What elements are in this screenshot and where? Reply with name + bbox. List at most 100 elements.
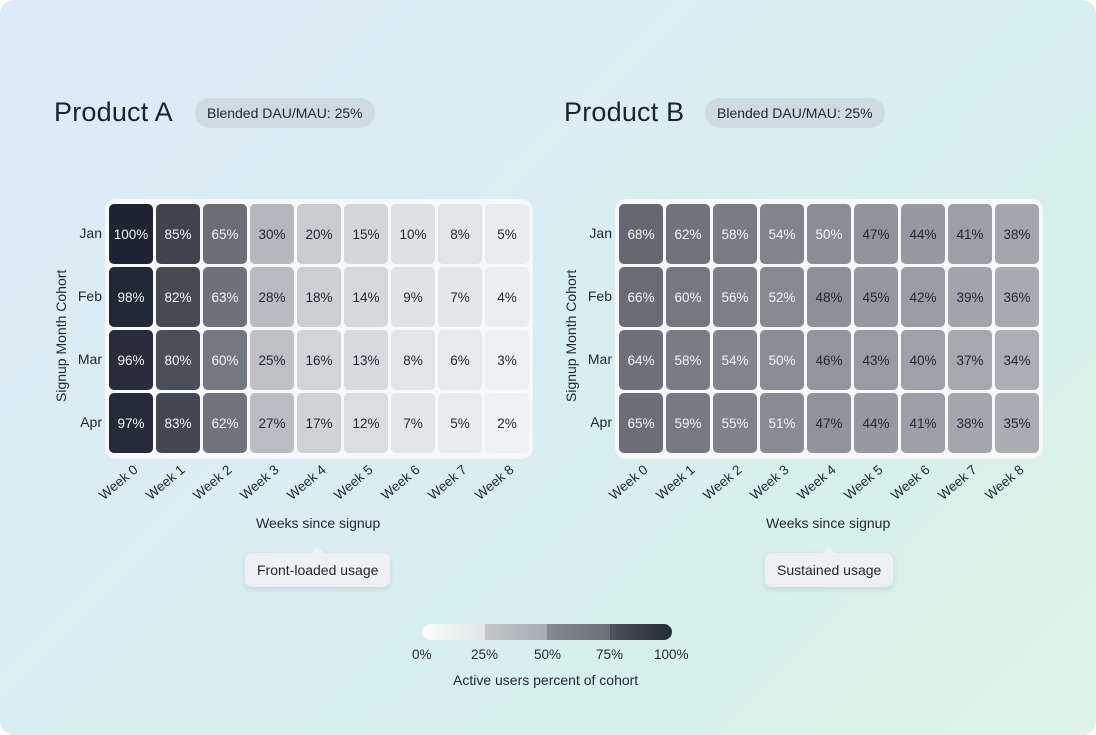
legend-tick-50: 50%	[534, 647, 562, 662]
x-tick-week-5: Week 5	[331, 462, 376, 503]
y-axis-label: Signup Month Cohort	[53, 269, 69, 402]
heatmap-cell: 9%	[391, 267, 435, 327]
heatmap-cell: 38%	[995, 204, 1039, 264]
x-tick-week-7: Week 7	[935, 462, 980, 503]
heatmap-cell: 50%	[760, 330, 804, 390]
heatmap-cell: 41%	[901, 393, 945, 453]
row-label-feb: Feb	[77, 288, 102, 304]
heatmap-cell: 54%	[760, 204, 804, 264]
heatmap-cell: 28%	[250, 267, 294, 327]
heatmap-cell: 48%	[807, 267, 851, 327]
heatmap-cell: 34%	[995, 330, 1039, 390]
x-tick-week-2: Week 2	[700, 462, 745, 503]
heatmap-cell: 15%	[344, 204, 388, 264]
heatmap-cell: 13%	[344, 330, 388, 390]
heatmap-cell: 35%	[995, 393, 1039, 453]
x-axis-label: Weeks since signup	[766, 515, 891, 531]
y-axis-label: Signup Month Cohort	[563, 269, 579, 402]
heatmap-cell: 55%	[713, 393, 757, 453]
heatmap-cell: 5%	[485, 204, 529, 264]
heatmap-cell: 17%	[297, 393, 341, 453]
heatmap-grid: 100% 85% 65% 30% 20% 15% 10% 8% 5% 98% 82% 63% 28% 18…	[106, 200, 532, 458]
x-tick-week-4: Week 4	[284, 462, 329, 503]
heatmap-cell: 8%	[391, 330, 435, 390]
heatmap-cell: 42%	[901, 267, 945, 327]
legend-tick-25: 25%	[471, 647, 499, 662]
x-tick-week-8: Week 8	[982, 462, 1027, 503]
row-label-mar: Mar	[587, 351, 612, 367]
x-axis-label: Weeks since signup	[256, 515, 381, 531]
heatmap-cell: 97%	[109, 393, 153, 453]
heatmap-cell: 14%	[344, 267, 388, 327]
heatmap-cell: 45%	[854, 267, 898, 327]
heatmap-cell: 47%	[807, 393, 851, 453]
heatmap-grid: 68% 62% 58% 54% 50% 47% 44% 41% 38% 66% 60% 56% 52% 4…	[616, 200, 1042, 458]
heatmap-cell: 8%	[438, 204, 482, 264]
heatmap-cell: 30%	[250, 204, 294, 264]
x-tick-week-1: Week 1	[653, 462, 698, 503]
annotation-callout: Sustained usage	[765, 547, 894, 587]
heatmap-cell: 58%	[713, 204, 757, 264]
heatmap-cell: 41%	[948, 204, 992, 264]
heatmap-cell: 36%	[995, 267, 1039, 327]
heatmap-cell: 66%	[619, 267, 663, 327]
x-tick-week-4: Week 4	[794, 462, 839, 503]
x-tick-week-0: Week 0	[606, 462, 651, 503]
x-tick-week-5: Week 5	[841, 462, 886, 503]
product-a-panel: Product A Blended DAU/MAU: 25% 100% 85% 65% 3…	[0, 0, 540, 600]
heatmap-cell: 63%	[203, 267, 247, 327]
heatmap-cell: 3%	[485, 330, 529, 390]
heatmap-cell: 65%	[619, 393, 663, 453]
heatmap-cell: 47%	[854, 204, 898, 264]
x-tick-week-2: Week 2	[190, 462, 235, 503]
row-label-mar: Mar	[77, 351, 102, 367]
heatmap-cell: 4%	[485, 267, 529, 327]
annotation-callout: Front-loaded usage	[245, 547, 391, 587]
heatmap-cell: 82%	[156, 267, 200, 327]
heatmap-cell: 80%	[156, 330, 200, 390]
heatmap-cell: 2%	[485, 393, 529, 453]
heatmap-cell: 7%	[438, 267, 482, 327]
heatmap-cell: 25%	[250, 330, 294, 390]
row-label-jan: Jan	[589, 225, 612, 241]
heatmap-cell: 98%	[109, 267, 153, 327]
heatmap-cell: 46%	[807, 330, 851, 390]
heatmap-cell: 52%	[760, 267, 804, 327]
heatmap-cell: 16%	[297, 330, 341, 390]
legend-tick-100: 100%	[654, 647, 689, 662]
heatmap-cell: 18%	[297, 267, 341, 327]
heatmap-cell: 44%	[854, 393, 898, 453]
heatmap-cell: 60%	[666, 267, 710, 327]
heatmap-cell: 59%	[666, 393, 710, 453]
heatmap-cell: 39%	[948, 267, 992, 327]
heatmap-cell: 56%	[713, 267, 757, 327]
heatmap-cell: 37%	[948, 330, 992, 390]
product-b-panel: Product B Blended DAU/MAU: 25% 68% 62% 58% 54…	[510, 0, 1050, 600]
dau-mau-badge: Blended DAU/MAU: 25%	[195, 98, 375, 128]
heatmap-cell: 96%	[109, 330, 153, 390]
heatmap-cell: 85%	[156, 204, 200, 264]
x-tick-week-0: Week 0	[96, 462, 141, 503]
row-label-feb: Feb	[587, 288, 612, 304]
heatmap-cell: 40%	[901, 330, 945, 390]
heatmap-cell: 64%	[619, 330, 663, 390]
x-tick-week-6: Week 6	[378, 462, 423, 503]
heatmap-cell: 54%	[713, 330, 757, 390]
x-tick-week-6: Week 6	[888, 462, 933, 503]
chart-title: Product B	[564, 97, 685, 127]
row-label-apr: Apr	[80, 414, 102, 430]
heatmap-cell: 10%	[391, 204, 435, 264]
heatmap-cell: 65%	[203, 204, 247, 264]
heatmap-cell: 6%	[438, 330, 482, 390]
heatmap-cell: 68%	[619, 204, 663, 264]
heatmap-cell: 43%	[854, 330, 898, 390]
color-scale-bar	[422, 624, 672, 640]
x-tick-week-1: Week 1	[143, 462, 188, 503]
heatmap-cell: 58%	[666, 330, 710, 390]
heatmap-cell: 44%	[901, 204, 945, 264]
heatmap-cell: 38%	[948, 393, 992, 453]
legend-tick-0: 0%	[412, 647, 432, 662]
heatmap-cell: 7%	[391, 393, 435, 453]
row-label-jan: Jan	[79, 225, 102, 241]
